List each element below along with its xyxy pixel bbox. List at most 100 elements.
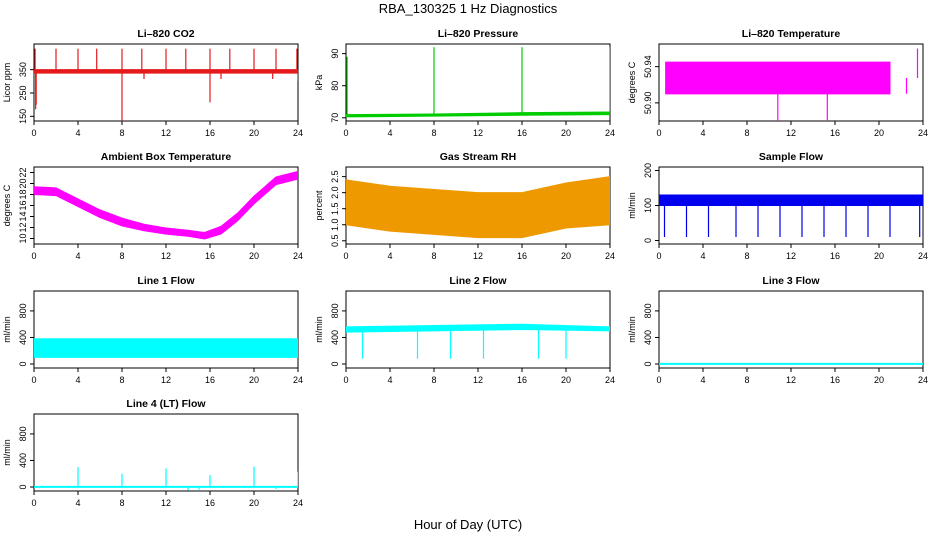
x-tick-label: 20 <box>874 375 884 385</box>
panel-pressure: Li–820 Pressure 0 4 8 12 16 20 24 70 80 90 kPa <box>314 28 615 138</box>
data-line <box>34 174 298 237</box>
y-axis-label: degrees C <box>2 184 12 226</box>
y-tick-label: 400 <box>330 330 340 345</box>
x-tick-label: 20 <box>249 498 259 508</box>
panel-line4-flow: Line 4 (LT) Flow 0 4 8 12 16 20 24 0 400 800 ml/min <box>2 398 303 508</box>
x-tick-label: 4 <box>75 251 80 261</box>
x-tick-label: 16 <box>517 375 527 385</box>
x-tick-label: 16 <box>830 375 840 385</box>
x-tick-label: 24 <box>293 375 303 385</box>
panel-line2-flow: Line 2 Flow 0 4 8 12 16 20 24 0 400 800 ml/min <box>314 275 615 385</box>
x-tick-label: 16 <box>205 375 215 385</box>
panel-title: Ambient Box Temperature <box>101 151 232 163</box>
x-tick-label: 24 <box>605 128 615 138</box>
panel-title: Line 1 Flow <box>137 275 195 287</box>
x-tick-label: 0 <box>343 251 348 261</box>
y-tick-label: 50.94 <box>643 55 653 78</box>
x-tick-label: 20 <box>249 251 259 261</box>
y-tick-label: 50.90 <box>643 92 653 115</box>
panel-licor-temp: Li–820 Temperature 0 4 8 12 16 20 24 50.90 50.94 d… <box>627 28 928 138</box>
y-tick-label: 100 <box>643 198 653 213</box>
panel-rh: Gas Stream RH 0 4 8 12 16 20 24 0.5 1.0 1.5 2.0 2.5 p… <box>314 151 615 261</box>
x-tick-label: 24 <box>605 251 615 261</box>
x-tick-label: 16 <box>830 251 840 261</box>
y-tick-label: 350 <box>18 62 28 77</box>
x-tick-label: 4 <box>75 128 80 138</box>
x-tick-label: 0 <box>31 251 36 261</box>
x-tick-label: 24 <box>918 128 928 138</box>
x-tick-label: 12 <box>786 128 796 138</box>
data-layer <box>346 323 610 359</box>
panel-title: Li–820 Pressure <box>438 28 519 40</box>
x-tick-label: 20 <box>561 251 571 261</box>
panel-title: Line 4 (LT) Flow <box>126 398 206 410</box>
x-tick-label: 20 <box>874 251 884 261</box>
panel-title: Line 3 Flow <box>762 275 820 287</box>
data-layer <box>34 466 298 491</box>
y-tick-label: 0 <box>643 238 653 243</box>
x-axis-title: Hour of Day (UTC) <box>413 517 523 532</box>
y-tick-label: 90 <box>330 49 340 59</box>
y-axis-label: degrees C <box>627 61 637 103</box>
y-tick-label: 20 <box>18 178 28 188</box>
y-tick-label: 2.0 <box>330 186 340 199</box>
y-tick-label: 70 <box>330 113 340 123</box>
data-line <box>346 200 610 216</box>
y-tick-label: 800 <box>643 303 653 318</box>
x-tick-label: 8 <box>119 128 124 138</box>
x-tick-label: 0 <box>31 375 36 385</box>
y-tick-label: 22 <box>18 167 28 177</box>
y-tick-label: 800 <box>18 426 28 441</box>
x-tick-label: 4 <box>387 251 392 261</box>
x-tick-label: 8 <box>431 128 436 138</box>
y-tick-label: 14 <box>18 211 28 221</box>
data-layer <box>346 176 610 239</box>
data-line <box>346 112 610 117</box>
x-tick-label: 4 <box>387 128 392 138</box>
x-tick-label: 20 <box>249 128 259 138</box>
x-tick-label: 12 <box>786 375 796 385</box>
x-tick-label: 24 <box>605 375 615 385</box>
x-tick-label: 12 <box>786 251 796 261</box>
data-band <box>346 323 610 333</box>
x-tick-label: 12 <box>473 375 483 385</box>
data-band <box>34 170 298 240</box>
y-tick-label: 0.5 <box>330 235 340 248</box>
x-tick-label: 0 <box>656 375 661 385</box>
y-axis-label: percent <box>314 190 324 221</box>
panel-line1-flow: Line 1 Flow 0 4 8 12 16 20 24 0 400 800 ml/min <box>2 275 303 385</box>
x-tick-label: 4 <box>700 251 705 261</box>
x-tick-label: 24 <box>293 251 303 261</box>
y-tick-label: 800 <box>330 303 340 318</box>
y-tick-label: 150 <box>18 109 28 124</box>
x-tick-label: 4 <box>387 375 392 385</box>
x-tick-label: 0 <box>656 128 661 138</box>
x-tick-label: 24 <box>293 498 303 508</box>
y-tick-label: 18 <box>18 189 28 199</box>
x-tick-label: 16 <box>205 128 215 138</box>
panel-title: Line 2 Flow <box>449 275 507 287</box>
x-tick-label: 8 <box>431 375 436 385</box>
x-tick-label: 8 <box>744 375 749 385</box>
x-tick-label: 16 <box>517 128 527 138</box>
y-tick-label: 200 <box>643 163 653 178</box>
data-layer <box>34 170 298 240</box>
y-tick-label: 800 <box>18 303 28 318</box>
x-tick-label: 8 <box>744 251 749 261</box>
plot-frame <box>345 43 611 122</box>
y-axis-label: Licor ppm <box>2 63 12 103</box>
x-tick-label: 16 <box>830 128 840 138</box>
x-tick-label: 0 <box>31 128 36 138</box>
data-layer <box>346 47 610 118</box>
x-tick-label: 8 <box>119 375 124 385</box>
data-layer <box>34 338 298 358</box>
x-tick-label: 4 <box>75 498 80 508</box>
y-axis-label: kPa <box>314 75 324 91</box>
y-axis-label: ml/min <box>2 316 12 343</box>
panel-title: Sample Flow <box>759 151 824 163</box>
y-tick-label: 400 <box>18 453 28 468</box>
x-tick-label: 12 <box>161 375 171 385</box>
